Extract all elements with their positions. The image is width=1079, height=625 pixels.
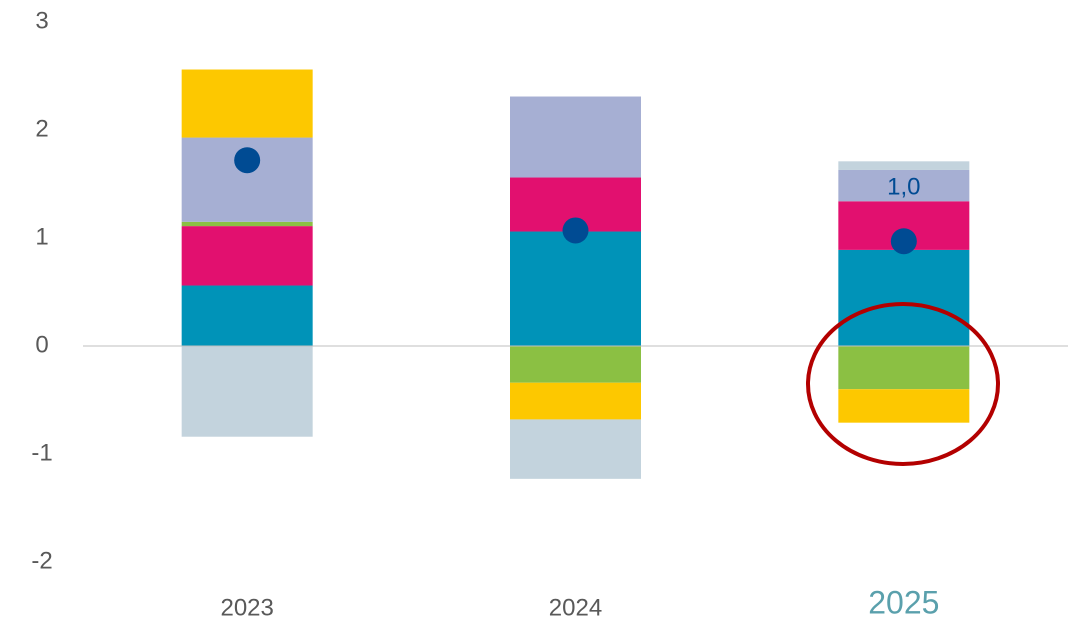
bar-segment <box>510 96 641 178</box>
y-tick-label: -1 <box>31 439 52 466</box>
x-tick-label: 2025 <box>868 584 939 620</box>
bar-segment <box>838 169 970 202</box>
total-dot <box>890 228 917 255</box>
y-tick-label: 2 <box>35 115 48 142</box>
bar-segment <box>510 231 641 346</box>
y-tick-label: 1 <box>35 223 48 250</box>
highlight-ellipse <box>806 302 1000 466</box>
bar-segment <box>181 226 313 286</box>
bar-segment <box>838 249 970 346</box>
bar-segment <box>838 161 970 170</box>
total-dot <box>234 147 261 174</box>
x-tick-label: 2024 <box>549 594 602 621</box>
bar-segment <box>181 221 313 227</box>
dot-label: 1,0 <box>887 174 920 201</box>
y-tick-label: 0 <box>35 331 48 358</box>
x-tick-label: 2023 <box>220 594 273 621</box>
total-dot <box>562 217 589 244</box>
bar-segment <box>510 382 641 420</box>
y-tick-label: -2 <box>31 547 52 574</box>
bar-segment <box>510 346 641 383</box>
y-tick-label: 3 <box>35 7 48 34</box>
bar-segment <box>181 285 313 346</box>
bar-segment <box>181 346 313 437</box>
bar-segment <box>838 389 970 423</box>
bar-segment <box>510 419 641 479</box>
bar-segment <box>838 346 970 390</box>
bar-segment <box>181 69 313 138</box>
